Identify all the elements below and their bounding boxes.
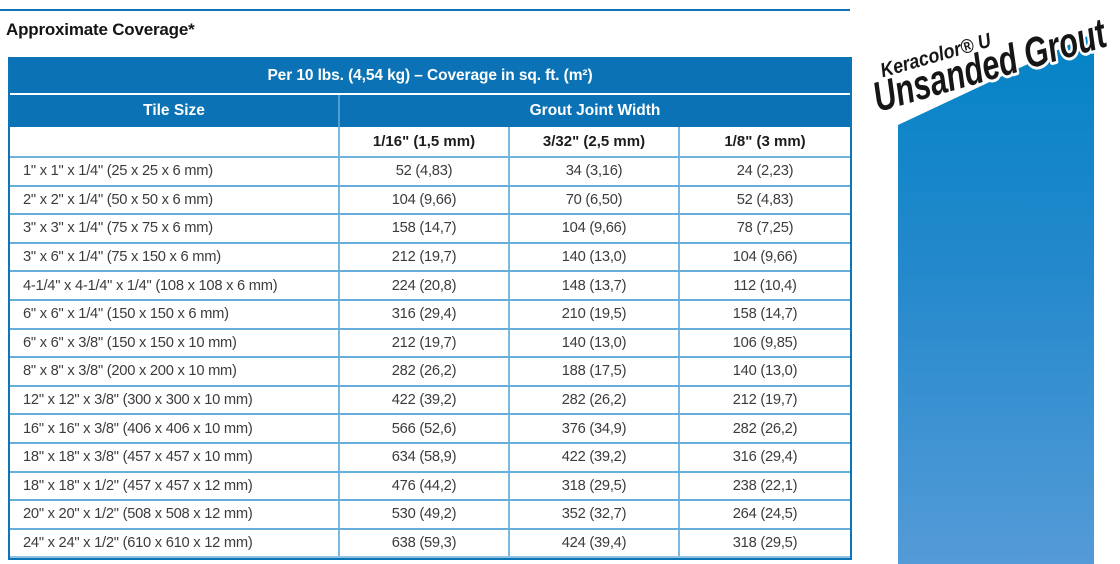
table-row: 20" x 20" x 1/2" (508 x 508 x 12 mm) 530…: [10, 501, 850, 530]
coverage-cell: 158 (14,7): [732, 306, 798, 323]
coverage-table: Per 10 lbs. (4,54 kg) – Coverage in sq. …: [8, 57, 852, 561]
table-row: 6" x 6" x 3/8" (150 x 150 x 10 mm) 212 (…: [10, 329, 850, 359]
table-row: 18" x 18" x 3/8" (457 x 457 x 10 mm) 634…: [10, 443, 850, 473]
table-subheader-row: 1/16" (1,5 mm) 3/32" (2,5 mm) 1/8" (3 mm…: [10, 127, 850, 158]
tile-size-cell: 12" x 12" x 3/8" (300 x 300 x 10 mm): [10, 386, 340, 414]
coverage-cell: 224 (20,8): [340, 272, 510, 299]
tile-size-cell: 8" x 8" x 3/8" (200 x 200 x 10 mm): [10, 358, 340, 385]
coverage-cell: 106 (9,85): [732, 334, 798, 351]
coverage-cell: 424 (39,4): [510, 529, 680, 557]
coverage-cell: 282 (26,2): [732, 420, 798, 437]
coverage-cell: 212 (19,7): [340, 329, 510, 357]
coverage-cell: 422 (39,2): [340, 386, 510, 414]
coverage-cell: 238 (22,1): [732, 477, 798, 494]
coverage-cell: 212 (19,7): [340, 243, 510, 271]
table-row: 2" x 2" x 1/4" (50 x 50 x 6 mm) 104 (9,6…: [10, 186, 850, 216]
coverage-cell: 52 (4,83): [736, 191, 794, 208]
tile-size-cell: 3" x 3" x 1/4" (75 x 75 x 6 mm): [10, 215, 340, 242]
coverage-cell: 188 (17,5): [510, 358, 680, 385]
coverage-cell: 422 (39,2): [510, 443, 680, 471]
tile-size-cell: 24" x 24" x 1/2" (610 x 610 x 12 mm): [10, 529, 340, 557]
subheader-1-16in: 1/16" (1,5 mm): [340, 127, 510, 156]
tile-size-cell: 2" x 2" x 1/4" (50 x 50 x 6 mm): [10, 186, 340, 214]
coverage-cell: 476 (44,2): [340, 472, 510, 500]
banner-wedge: [898, 33, 1094, 564]
tile-size-cell: 6" x 6" x 1/4" (150 x 150 x 6 mm): [10, 300, 340, 328]
coverage-cell: 352 (32,7): [510, 501, 680, 528]
coverage-cell: 34 (3,16): [510, 158, 680, 185]
tile-size-cell: 3" x 6" x 1/4" (75 x 150 x 6 mm): [10, 243, 340, 271]
coverage-cell: 638 (59,3): [340, 529, 510, 557]
subheader-empty-cell: [10, 127, 340, 156]
tile-size-cell: 1" x 1" x 1/4" (25 x 25 x 6 mm): [10, 158, 340, 185]
table-span-header: Per 10 lbs. (4,54 kg) – Coverage in sq. …: [10, 59, 850, 95]
tile-size-cell: 18" x 18" x 3/8" (457 x 457 x 10 mm): [10, 443, 340, 471]
table-row: 8" x 8" x 3/8" (200 x 200 x 10 mm) 282 (…: [10, 358, 850, 387]
coverage-cell: 104 (9,66): [732, 249, 798, 266]
coverage-cell: 318 (29,5): [510, 472, 680, 500]
coverage-cell: 140 (13,0): [510, 329, 680, 357]
coverage-cell: 24 (2,23): [736, 163, 794, 180]
coverage-cell: 376 (34,9): [510, 415, 680, 442]
coverage-cell: 140 (13,0): [510, 243, 680, 271]
coverage-cell: 282 (26,2): [340, 358, 510, 385]
coverage-cell: 316 (29,4): [340, 300, 510, 328]
col-header-tile-size: Tile Size: [10, 95, 340, 127]
coverage-cell: 158 (14,7): [340, 215, 510, 242]
table-row: 1" x 1" x 1/4" (25 x 25 x 6 mm) 52 (4,83…: [10, 158, 850, 187]
coverage-cell: 530 (49,2): [340, 501, 510, 528]
coverage-cell: 70 (6,50): [510, 186, 680, 214]
table-row: 6" x 6" x 1/4" (150 x 150 x 6 mm) 316 (2…: [10, 300, 850, 330]
coverage-cell: 112 (10,4): [733, 277, 797, 294]
tile-size-cell: 4-1/4" x 4-1/4" x 1/4" (108 x 108 x 6 mm…: [10, 272, 340, 299]
top-rule: [0, 9, 850, 11]
tile-size-cell: 18" x 18" x 1/2" (457 x 457 x 12 mm): [10, 472, 340, 500]
table-row: 16" x 16" x 3/8" (406 x 406 x 10 mm) 566…: [10, 415, 850, 444]
table-group-header-row: Tile Size Grout Joint Width: [10, 95, 850, 127]
tile-size-cell: 20" x 20" x 1/2" (508 x 508 x 12 mm): [10, 501, 340, 528]
coverage-cell: 210 (19,5): [510, 300, 680, 328]
tile-size-cell: 16" x 16" x 3/8" (406 x 406 x 10 mm): [10, 415, 340, 442]
page-title: Approximate Coverage*: [6, 20, 195, 39]
col-header-grout-joint-width: Grout Joint Width: [529, 102, 661, 119]
table-row: 3" x 3" x 1/4" (75 x 75 x 6 mm) 158 (14,…: [10, 215, 850, 244]
coverage-cell: 566 (52,6): [340, 415, 510, 442]
table-row: 24" x 24" x 1/2" (610 x 610 x 12 mm) 638…: [10, 529, 850, 559]
table-row: 3" x 6" x 1/4" (75 x 150 x 6 mm) 212 (19…: [10, 243, 850, 273]
coverage-cell: 148 (13,7): [510, 272, 680, 299]
subheader-1-8in: 1/8" (3 mm): [724, 133, 806, 150]
coverage-cell: 104 (9,66): [340, 186, 510, 214]
tile-size-cell: 6" x 6" x 3/8" (150 x 150 x 10 mm): [10, 329, 340, 357]
coverage-cell: 634 (58,9): [340, 443, 510, 471]
product-banner: Keracolor® U Unsanded Grout: [865, 6, 1116, 564]
coverage-cell: 316 (29,4): [732, 449, 798, 466]
coverage-cell: 52 (4,83): [340, 158, 510, 185]
table-row: 12" x 12" x 3/8" (300 x 300 x 10 mm) 422…: [10, 386, 850, 416]
coverage-cell: 264 (24,5): [732, 506, 798, 523]
subheader-3-32in: 3/32" (2,5 mm): [510, 127, 680, 156]
coverage-cell: 318 (29,5): [732, 535, 798, 552]
coverage-cell: 104 (9,66): [510, 215, 680, 242]
table-row: 4-1/4" x 4-1/4" x 1/4" (108 x 108 x 6 mm…: [10, 272, 850, 301]
coverage-cell: 140 (13,0): [732, 363, 798, 380]
table-row: 18" x 18" x 1/2" (457 x 457 x 12 mm) 476…: [10, 472, 850, 502]
coverage-cell: 78 (7,25): [736, 220, 794, 237]
coverage-cell: 212 (19,7): [732, 392, 798, 409]
coverage-cell: 282 (26,2): [510, 386, 680, 414]
